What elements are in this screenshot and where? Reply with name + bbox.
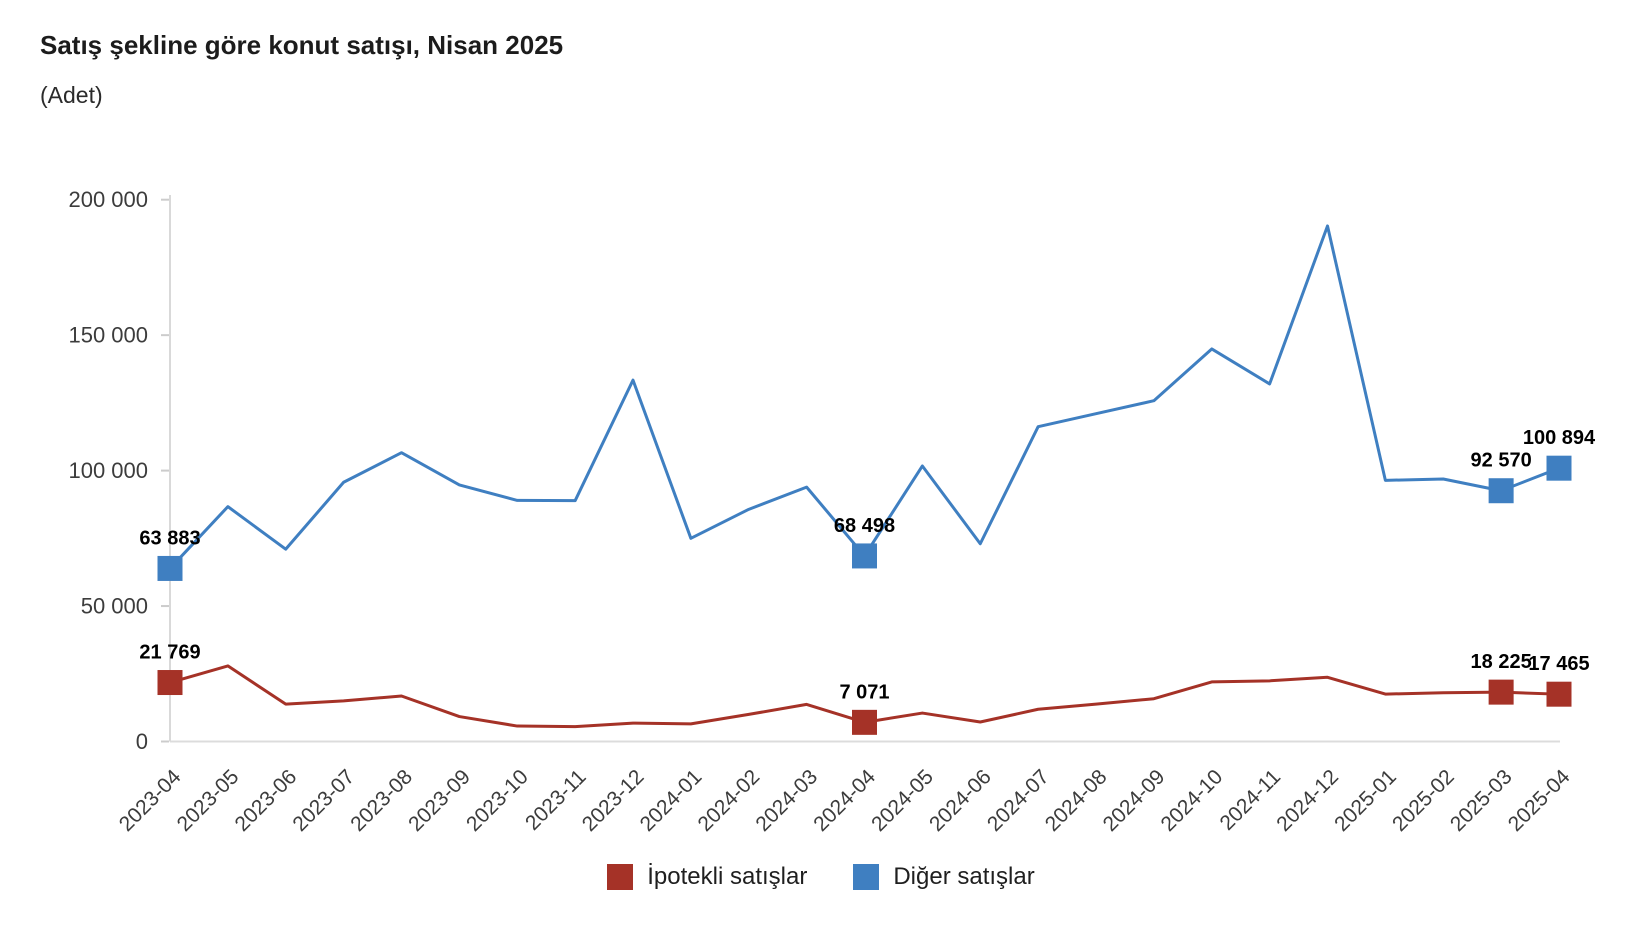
- x-tick-label: 2024-02: [694, 765, 765, 836]
- legend-item-diger-satislar[interactable]: Diğer satışlar: [853, 863, 1035, 891]
- data-point-label-ipotekli-satislar: 18 225: [1471, 651, 1532, 673]
- data-point-label-diger-satislar: 68 498: [834, 515, 895, 537]
- x-tick-label: 2023-06: [231, 765, 302, 836]
- x-tick-label: 2024-01: [636, 765, 707, 836]
- data-point-label-diger-satislar: 92 570: [1471, 450, 1532, 472]
- x-tick-label: 2023-10: [462, 765, 533, 836]
- legend-swatch-ipotekli-satislar: [607, 864, 634, 890]
- y-tick-label: 50 000: [81, 594, 148, 619]
- x-tick-label: 2024-04: [809, 765, 880, 836]
- legend-label-ipotekli-satislar: İpotekli satışlar: [647, 863, 808, 890]
- data-point-marker-diger-satislar: [157, 555, 183, 581]
- data-point-label-ipotekli-satislar: 7 071: [839, 681, 889, 703]
- x-tick-label: 2023-09: [404, 765, 475, 836]
- data-point-marker-ipotekli-satislar: [852, 709, 877, 735]
- y-tick-label: 150 000: [68, 323, 148, 348]
- chart-title: Satış şekline göre konut satışı, Nisan 2…: [40, 30, 564, 60]
- chart-legend: İpotekli satışlar Diğer satışlar: [0, 863, 1642, 891]
- x-tick-label: 2024-07: [983, 765, 1054, 836]
- data-point-label-diger-satislar: 100 894: [1523, 427, 1596, 449]
- legend-label-diger-satislar: Diğer satışlar: [893, 863, 1035, 890]
- y-tick-label: 0: [136, 729, 148, 754]
- x-tick-label: 2023-12: [578, 765, 649, 836]
- x-tick-label: 2024-06: [925, 765, 996, 836]
- y-tick-label: 100 000: [68, 458, 148, 483]
- data-point-label-ipotekli-satislar: 17 465: [1528, 653, 1589, 675]
- x-tick-label: 2023-04: [115, 765, 186, 836]
- data-point-marker-ipotekli-satislar: [1546, 681, 1572, 707]
- y-tick-label: 200 000: [68, 187, 148, 212]
- data-point-marker-ipotekli-satislar: [157, 670, 183, 696]
- data-point-marker-diger-satislar: [1488, 478, 1514, 504]
- x-tick-label: 2023-11: [521, 765, 591, 835]
- chart-subtitle: (Adet): [40, 82, 103, 108]
- x-tick-label: 2025-04: [1504, 765, 1575, 836]
- x-tick-label: 2023-08: [346, 765, 417, 836]
- legend-item-ipotekli-satislar[interactable]: İpotekli satışlar: [607, 863, 807, 891]
- x-tick-label: 2023-05: [173, 765, 244, 836]
- data-point-label-ipotekli-satislar: 21 769: [139, 642, 200, 664]
- x-tick-label: 2025-01: [1330, 765, 1401, 836]
- x-tick-label: 2023-07: [288, 765, 359, 836]
- x-tick-label: 2024-12: [1272, 765, 1343, 836]
- x-tick-label: 2024-11: [1215, 765, 1285, 835]
- x-tick-label: 2024-09: [1099, 765, 1170, 836]
- data-point-marker-diger-satislar: [852, 543, 877, 569]
- data-point-label-diger-satislar: 63 883: [139, 527, 200, 549]
- x-tick-label: 2025-03: [1446, 765, 1517, 836]
- x-tick-label: 2024-10: [1157, 765, 1228, 836]
- x-tick-label: 2024-03: [751, 765, 822, 836]
- x-tick-label: 2024-05: [867, 765, 938, 836]
- legend-swatch-diger-satislar: [853, 864, 880, 890]
- x-tick-label: 2025-02: [1388, 765, 1459, 836]
- data-point-marker-diger-satislar: [1546, 455, 1572, 481]
- x-tick-label: 2024-08: [1041, 765, 1112, 836]
- data-point-marker-ipotekli-satislar: [1488, 679, 1514, 705]
